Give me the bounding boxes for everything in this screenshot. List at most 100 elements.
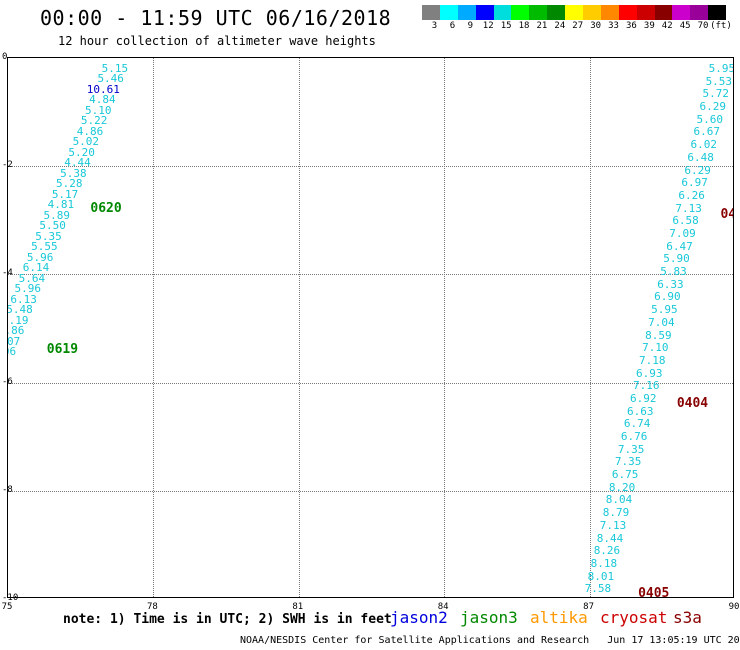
latitude-tick: -8 xyxy=(2,484,13,495)
colorbar-label: 24 xyxy=(554,21,566,31)
wave-height-map: 5.15 5.46 10.61 4.84 5.10 5.22 4.86 5.02 5.20 4.4… xyxy=(7,57,734,598)
colorbar-label: 42 xyxy=(661,21,673,31)
wave-height-value: 7.16 xyxy=(633,379,660,393)
wave-height-value: 5.60 xyxy=(696,112,724,126)
latitude-tick: -6 xyxy=(2,376,13,387)
wave-height-value: 5.22 xyxy=(80,114,108,128)
wave-height-value: 4.84 xyxy=(89,93,116,107)
wave-height-value: 7.35 xyxy=(617,442,645,456)
colorbar-label: (ft) xyxy=(710,21,732,31)
wave-height-value: 4.86 xyxy=(76,124,104,138)
latitude-gridline xyxy=(8,490,733,492)
wave-height-value: 6.29 xyxy=(699,100,727,114)
wave-height-value: 6.07 xyxy=(7,334,21,348)
wave-height-value: 6.75 xyxy=(611,468,639,482)
colorbar-label: 21 xyxy=(536,21,548,31)
colorbar-swatch xyxy=(672,5,691,20)
wave-height-value: 8.59 xyxy=(645,328,672,342)
wave-height-value: 8.01 xyxy=(587,569,615,583)
colorbar-label: 39 xyxy=(643,21,655,31)
legend-jason3: jason3 xyxy=(460,608,518,627)
colorbar-swatch xyxy=(529,5,548,20)
longitude-tick: 87 xyxy=(583,602,595,612)
wave-height-value: 7.13 xyxy=(675,201,702,215)
colorbar-swatch xyxy=(547,5,566,20)
longitude-tick: 84 xyxy=(437,602,449,612)
wave-height-value: 8.26 xyxy=(593,544,621,558)
wave-height-value: 5.28 xyxy=(55,177,83,191)
colorbar-swatch xyxy=(618,5,637,20)
colorbar-swatch xyxy=(457,5,476,20)
wave-height-value: 4.81 xyxy=(47,198,75,212)
wave-height-value: 6.33 xyxy=(657,277,684,291)
colorbar-swatch xyxy=(654,5,673,20)
wave-height-value: 5.48 xyxy=(7,303,33,317)
map-subtitle: 12 hour collection of altimeter wave hei… xyxy=(58,34,376,48)
wave-height-colorbar xyxy=(422,5,727,20)
legend-s3a: s3a xyxy=(673,608,702,627)
wave-height-value: 5.95 xyxy=(651,303,678,317)
wave-height-value: 8.07 xyxy=(582,596,609,597)
wave-height-value: 5.53 xyxy=(705,74,733,88)
wave-height-value: 5.35 xyxy=(35,229,62,243)
wave-height-value: 7.13 xyxy=(599,518,627,532)
pass-time-label: 0619 xyxy=(46,342,79,358)
colorbar-swatch xyxy=(690,5,709,20)
wave-height-value: 7.18 xyxy=(639,353,666,367)
legend-cryosat: cryosat xyxy=(600,608,668,627)
colorbar-labels: 3 6 9 12 15 18 21 24 27 30 33 36 39 42 45 70 (ft) xyxy=(422,21,740,35)
colorbar-label: 30 xyxy=(590,21,602,31)
colorbar-swatch xyxy=(583,5,601,20)
colorbar-swatch xyxy=(422,5,440,20)
colorbar-swatch xyxy=(493,5,512,20)
wave-height-value: 6.06 xyxy=(8,345,17,358)
wave-height-value: 5.17 xyxy=(51,187,79,201)
latitude-tick: 0 xyxy=(2,52,8,62)
wave-height-value: 5.83 xyxy=(660,265,687,279)
wave-height-value: 5.96 xyxy=(14,282,41,296)
wave-height-value: 6.14 xyxy=(22,261,50,275)
longitude-gridline xyxy=(589,58,591,597)
wave-height-value: 6.74 xyxy=(623,417,651,431)
units-note: note: 1) Time is in UTC; 2) SWH is in fe… xyxy=(63,612,392,627)
legend-jason2: jason2 xyxy=(390,608,448,627)
latitude-gridline xyxy=(8,166,733,168)
colorbar-label: 15 xyxy=(500,21,512,31)
latitude-tick: -2 xyxy=(2,160,13,171)
colorbar-label: 45 xyxy=(679,21,691,31)
wave-height-value: 7.09 xyxy=(669,226,696,240)
colorbar-label: 18 xyxy=(518,21,530,31)
colorbar-label: 9 xyxy=(467,21,474,31)
wave-height-value: 10.61 xyxy=(86,82,120,96)
pass-time-label: 0405 xyxy=(638,585,670,598)
latitude-gridline xyxy=(8,274,733,276)
longitude-gridline xyxy=(444,58,446,597)
wave-height-value: 6.92 xyxy=(629,391,657,405)
wave-height-value: 5.10 xyxy=(85,103,112,117)
wave-height-value: 6.02 xyxy=(690,138,717,152)
wave-height-value: 7.35 xyxy=(614,455,642,469)
wave-height-value: 5.55 xyxy=(31,240,58,254)
colorbar-label: 12 xyxy=(482,21,494,31)
longitude-tick: 90 xyxy=(728,602,740,612)
wave-height-value: 5.64 xyxy=(18,271,46,285)
longitude-gridline xyxy=(153,58,155,597)
wave-height-value: 6.67 xyxy=(693,125,720,139)
colorbar-swatch xyxy=(708,5,727,20)
wave-height-value: 6.47 xyxy=(666,239,693,253)
wave-height-value: 4.44 xyxy=(64,156,91,170)
wave-height-value: 5.19 xyxy=(8,313,29,327)
wave-height-value: 6.93 xyxy=(636,366,663,380)
wave-height-value: 7.58 xyxy=(584,582,612,596)
wave-height-value: 6.76 xyxy=(620,430,648,444)
wave-height-value: 6.97 xyxy=(681,176,708,190)
colorbar-swatch xyxy=(636,5,655,20)
colorbar-swatch xyxy=(475,5,494,20)
wave-height-value: 5.95 xyxy=(708,62,734,75)
colorbar-swatch xyxy=(439,5,458,20)
colorbar-label: 70 xyxy=(697,21,709,31)
wave-height-value: 5.72 xyxy=(702,87,730,101)
latitude-tick: -10 xyxy=(2,593,19,603)
pass-time-label: 0404 xyxy=(676,396,709,412)
colorbar-label: 36 xyxy=(626,21,637,31)
